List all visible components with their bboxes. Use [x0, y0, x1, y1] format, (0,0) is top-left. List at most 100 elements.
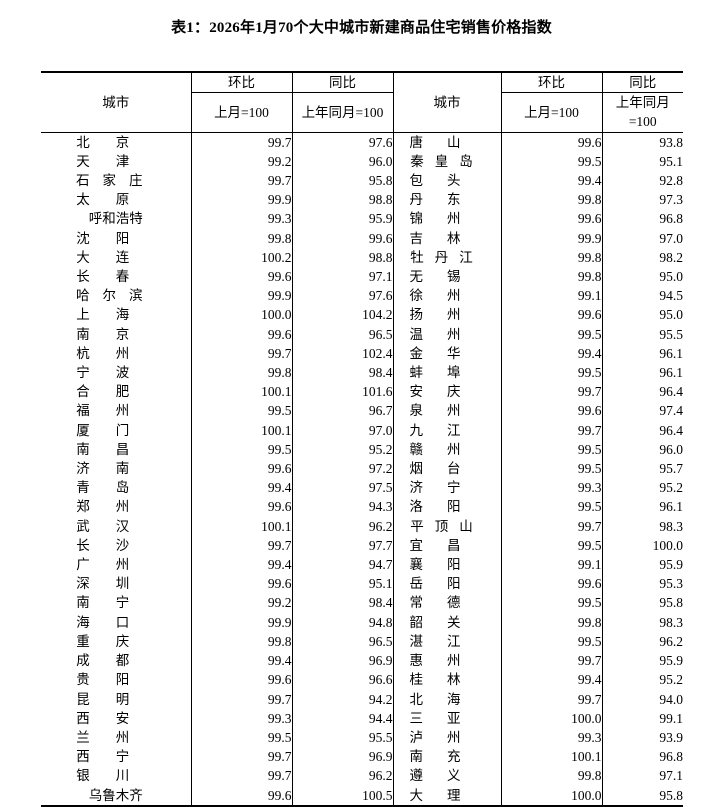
table-row: 福州 99.5 96.7 泉州 99.6 97.4: [41, 401, 683, 421]
city-name-right: 遵义: [392, 766, 501, 786]
mom-value-right: 100.1: [500, 747, 602, 767]
city-name-right: 吉林: [392, 228, 501, 248]
city-name-left: 杭州: [76, 345, 156, 361]
yoy-value-left: 94.3: [291, 497, 393, 517]
city-name-right: 温州: [392, 324, 501, 344]
yoy-value-right: 93.8: [601, 132, 683, 152]
yoy-value-left: 102.4: [291, 343, 393, 364]
yoy-value-left: 95.2: [291, 439, 393, 460]
mom-value-left: 99.7: [190, 689, 292, 709]
yoy-value-right: 99.1: [601, 708, 683, 728]
yoy-value-left: 99.6: [291, 228, 393, 248]
yoy-value-left: 97.6: [291, 132, 393, 152]
city-name-left: 大连: [76, 249, 156, 265]
city-name-right: 秦皇岛: [392, 151, 501, 172]
city-name-left: 太原: [76, 192, 156, 208]
table-row: 武汉 100.1 96.2 平顶山 99.7 98.3: [41, 516, 683, 536]
mom-value-right: 99.5: [500, 324, 602, 344]
yoy-value-left: 104.2: [291, 305, 393, 325]
yoy-value-right: 96.4: [601, 382, 683, 402]
city-name-right: 济宁: [392, 478, 501, 498]
table-row: 太原 99.9 98.8 丹东 99.8 97.3: [41, 190, 683, 210]
yoy-value-right: 93.9: [601, 727, 683, 748]
city-name-left: 宁波: [76, 365, 156, 381]
table-row: 西宁 99.7 96.9 南充 100.1 96.8: [41, 747, 683, 767]
city-name-right: 三亚: [392, 708, 501, 728]
mom-value-left: 99.8: [190, 631, 292, 652]
city-name-right: 湛江: [392, 631, 501, 652]
yoy-value-right: 96.4: [601, 420, 683, 440]
table-header: 城市 环比 同比 城市 环比 同比 上月=100 上年同月=100 上月=100…: [41, 70, 683, 133]
yoy-value-right: 95.2: [601, 478, 683, 498]
table-row: 天津 99.2 96.0 秦皇岛 99.5 95.1: [41, 151, 683, 172]
city-name-left: 呼和浩特: [88, 211, 143, 227]
header-city-left: 城市: [41, 70, 191, 133]
yoy-value-left: 94.7: [291, 555, 393, 575]
mom-value-left: 99.3: [190, 209, 292, 229]
city-name-right: 安庆: [392, 382, 501, 402]
city-name-left: 郑州: [76, 499, 156, 515]
yoy-value-left: 94.4: [291, 708, 393, 728]
city-name-left: 海口: [76, 614, 156, 630]
city-name-left: 长沙: [76, 537, 156, 553]
mom-value-left: 99.5: [190, 727, 292, 748]
city-name-right: 赣州: [392, 439, 501, 460]
mom-value-right: 99.3: [500, 727, 602, 748]
table-row: 广州 99.4 94.7 襄阳 99.1 95.9: [41, 555, 683, 575]
yoy-value-left: 96.5: [291, 324, 393, 344]
mom-value-left: 99.8: [190, 228, 292, 248]
city-name-right: 烟台: [392, 459, 501, 479]
table-row: 厦门 100.1 97.0 九江 99.7 96.4: [41, 420, 683, 440]
mom-value-right: 99.6: [500, 401, 602, 421]
city-name-right: 牡丹江: [392, 247, 501, 268]
mom-value-right: 100.0: [500, 708, 602, 728]
city-name-right: 惠州: [392, 651, 501, 671]
yoy-value-right: 95.1: [601, 151, 683, 172]
city-name-left: 福州: [76, 403, 156, 419]
yoy-value-left: 96.9: [291, 651, 393, 671]
table-row: 长沙 99.7 97.7 宜昌 99.5 100.0: [41, 535, 683, 556]
mom-value-left: 99.3: [190, 708, 292, 728]
mom-value-right: 99.5: [500, 151, 602, 172]
mom-value-left: 99.4: [190, 555, 292, 575]
mom-value-right: 99.5: [500, 535, 602, 556]
price-index-table-wrapper: 城市 环比 同比 城市 环比 同比 上月=100 上年同月=100 上月=100…: [41, 70, 683, 807]
yoy-value-left: 98.4: [291, 593, 393, 613]
mom-value-right: 99.8: [500, 190, 602, 210]
mom-value-left: 99.6: [190, 497, 292, 517]
mom-value-left: 99.7: [190, 343, 292, 364]
city-name-left: 南昌: [76, 441, 156, 457]
yoy-value-right: 95.3: [601, 574, 683, 594]
city-name-right: 桂林: [392, 670, 501, 690]
city-name-right: 襄阳: [392, 555, 501, 575]
table-row: 贵阳 99.6 96.6 桂林 99.4 95.2: [41, 670, 683, 690]
yoy-value-right: 97.1: [601, 766, 683, 786]
mom-value-right: 99.7: [500, 516, 602, 536]
mom-value-left: 99.8: [190, 363, 292, 383]
yoy-value-left: 101.6: [291, 382, 393, 402]
mom-value-right: 99.6: [500, 574, 602, 594]
mom-value-left: 100.2: [190, 247, 292, 268]
table-row: 石家庄 99.7 95.8 包头 99.4 92.8: [41, 171, 683, 191]
yoy-value-left: 97.5: [291, 478, 393, 498]
yoy-value-right: 95.2: [601, 670, 683, 690]
yoy-value-left: 97.1: [291, 267, 393, 287]
mom-value-right: 99.8: [500, 612, 602, 632]
yoy-value-left: 97.6: [291, 286, 393, 306]
mom-value-left: 99.6: [190, 459, 292, 479]
mom-value-left: 100.1: [190, 420, 292, 440]
mom-value-right: 99.4: [500, 343, 602, 364]
header-yoy-sub-left: 上年同月=100: [291, 92, 393, 133]
page-title: 表1：2026年1月70个大中城市新建商品住宅销售价格指数: [171, 20, 552, 36]
mom-value-left: 99.4: [190, 478, 292, 498]
table-row: 郑州 99.6 94.3 洛阳 99.5 96.1: [41, 497, 683, 517]
yoy-value-right: 95.7: [601, 459, 683, 479]
city-name-right: 平顶山: [392, 516, 501, 536]
mom-value-right: 99.5: [500, 363, 602, 383]
table-row: 乌鲁木齐 99.6 100.5 大理 100.0 95.8: [41, 785, 683, 807]
city-name-right: 锦州: [392, 209, 501, 229]
yoy-value-left: 96.2: [291, 516, 393, 536]
yoy-value-right: 95.9: [601, 651, 683, 671]
mom-value-right: 99.1: [500, 286, 602, 306]
